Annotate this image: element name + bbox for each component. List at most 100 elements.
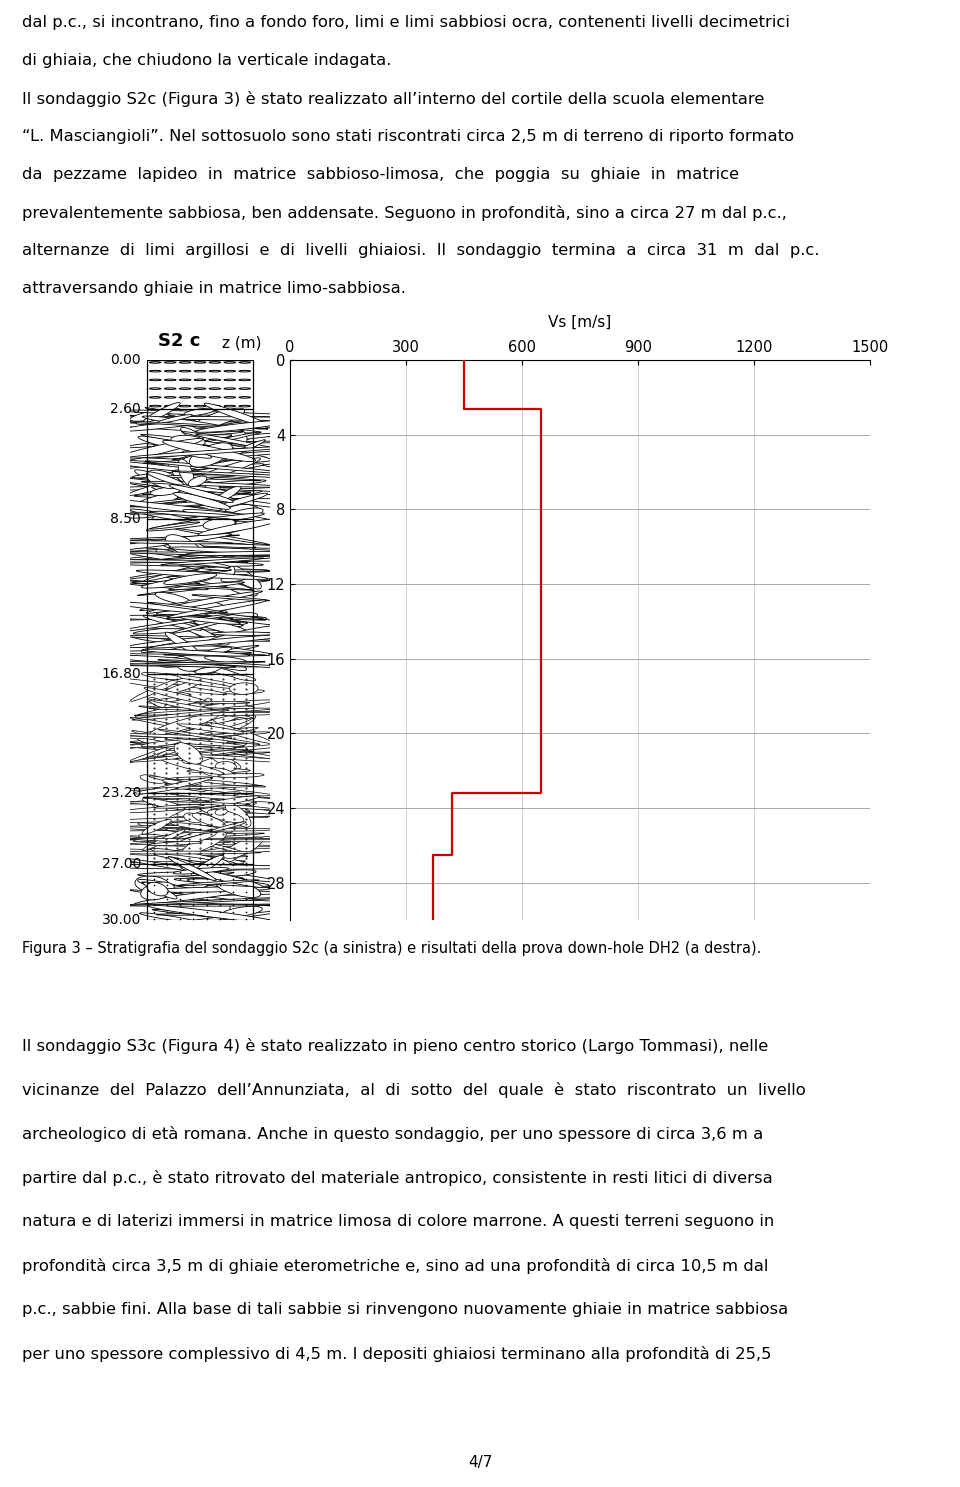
Ellipse shape xyxy=(181,857,222,862)
Ellipse shape xyxy=(206,503,252,509)
Ellipse shape xyxy=(113,421,268,430)
Ellipse shape xyxy=(151,635,290,648)
Ellipse shape xyxy=(150,512,243,517)
Ellipse shape xyxy=(148,434,231,445)
Circle shape xyxy=(239,379,251,381)
Ellipse shape xyxy=(168,547,306,555)
Ellipse shape xyxy=(117,797,246,804)
Ellipse shape xyxy=(191,700,273,709)
Ellipse shape xyxy=(152,503,224,519)
Ellipse shape xyxy=(195,666,220,674)
Circle shape xyxy=(209,370,221,372)
Ellipse shape xyxy=(132,709,228,720)
Ellipse shape xyxy=(140,601,209,611)
Ellipse shape xyxy=(190,879,245,897)
Ellipse shape xyxy=(204,656,247,663)
Ellipse shape xyxy=(163,552,253,559)
Circle shape xyxy=(164,370,176,372)
Ellipse shape xyxy=(147,471,183,485)
Ellipse shape xyxy=(201,871,285,883)
Ellipse shape xyxy=(142,830,185,851)
Ellipse shape xyxy=(169,581,245,590)
Ellipse shape xyxy=(153,903,175,912)
Ellipse shape xyxy=(146,470,180,489)
Ellipse shape xyxy=(206,570,269,572)
Ellipse shape xyxy=(185,462,213,470)
Ellipse shape xyxy=(114,492,251,507)
Ellipse shape xyxy=(167,599,267,617)
Text: 27.00: 27.00 xyxy=(102,857,141,871)
Ellipse shape xyxy=(148,886,272,892)
Ellipse shape xyxy=(109,839,264,845)
Ellipse shape xyxy=(214,706,254,714)
Text: Il sondaggio S3c (Figura 4) è stato realizzato in pieno centro storico (Largo To: Il sondaggio S3c (Figura 4) è stato real… xyxy=(22,1038,768,1054)
Ellipse shape xyxy=(134,885,274,904)
Ellipse shape xyxy=(118,733,231,739)
Ellipse shape xyxy=(99,651,252,654)
Ellipse shape xyxy=(147,845,295,846)
Ellipse shape xyxy=(192,458,260,482)
Ellipse shape xyxy=(179,486,194,495)
Ellipse shape xyxy=(182,451,212,458)
Circle shape xyxy=(194,406,205,407)
Ellipse shape xyxy=(174,492,230,510)
Ellipse shape xyxy=(188,565,229,575)
Ellipse shape xyxy=(125,742,186,763)
Ellipse shape xyxy=(211,822,247,831)
Ellipse shape xyxy=(171,910,287,925)
Ellipse shape xyxy=(105,677,227,694)
Ellipse shape xyxy=(192,855,224,876)
Ellipse shape xyxy=(141,482,283,488)
Ellipse shape xyxy=(151,727,258,744)
Ellipse shape xyxy=(117,479,210,494)
Ellipse shape xyxy=(156,549,194,567)
Ellipse shape xyxy=(134,494,325,498)
Ellipse shape xyxy=(131,678,181,702)
Ellipse shape xyxy=(166,617,222,620)
Ellipse shape xyxy=(153,616,266,620)
Ellipse shape xyxy=(119,507,247,516)
Ellipse shape xyxy=(223,509,263,522)
Ellipse shape xyxy=(212,810,243,816)
Ellipse shape xyxy=(123,801,251,806)
Ellipse shape xyxy=(156,623,202,629)
Ellipse shape xyxy=(103,541,232,544)
Ellipse shape xyxy=(184,620,229,645)
Ellipse shape xyxy=(175,874,228,879)
Ellipse shape xyxy=(219,803,256,812)
Ellipse shape xyxy=(99,535,240,541)
Ellipse shape xyxy=(180,501,230,519)
Ellipse shape xyxy=(161,681,202,694)
Ellipse shape xyxy=(75,578,253,590)
Ellipse shape xyxy=(194,732,270,738)
Ellipse shape xyxy=(65,663,259,668)
Text: 16.80: 16.80 xyxy=(102,666,141,681)
Ellipse shape xyxy=(161,558,264,565)
Ellipse shape xyxy=(62,559,248,562)
Ellipse shape xyxy=(210,556,283,561)
Ellipse shape xyxy=(155,854,213,862)
Ellipse shape xyxy=(156,913,214,916)
Ellipse shape xyxy=(179,724,244,733)
Ellipse shape xyxy=(215,761,236,772)
Circle shape xyxy=(209,406,221,407)
Circle shape xyxy=(239,370,251,372)
Ellipse shape xyxy=(138,834,179,842)
Circle shape xyxy=(224,406,235,407)
Ellipse shape xyxy=(187,769,251,773)
Ellipse shape xyxy=(118,904,274,906)
Ellipse shape xyxy=(143,616,202,630)
Ellipse shape xyxy=(171,822,232,833)
Ellipse shape xyxy=(100,827,212,831)
Ellipse shape xyxy=(192,619,252,635)
Ellipse shape xyxy=(173,803,212,809)
Ellipse shape xyxy=(161,575,215,586)
Circle shape xyxy=(164,379,176,381)
Ellipse shape xyxy=(142,650,250,656)
Ellipse shape xyxy=(175,799,190,806)
Ellipse shape xyxy=(165,718,252,739)
Text: 0.00: 0.00 xyxy=(110,352,141,367)
Ellipse shape xyxy=(180,867,263,888)
Ellipse shape xyxy=(156,592,191,604)
Circle shape xyxy=(150,397,161,399)
